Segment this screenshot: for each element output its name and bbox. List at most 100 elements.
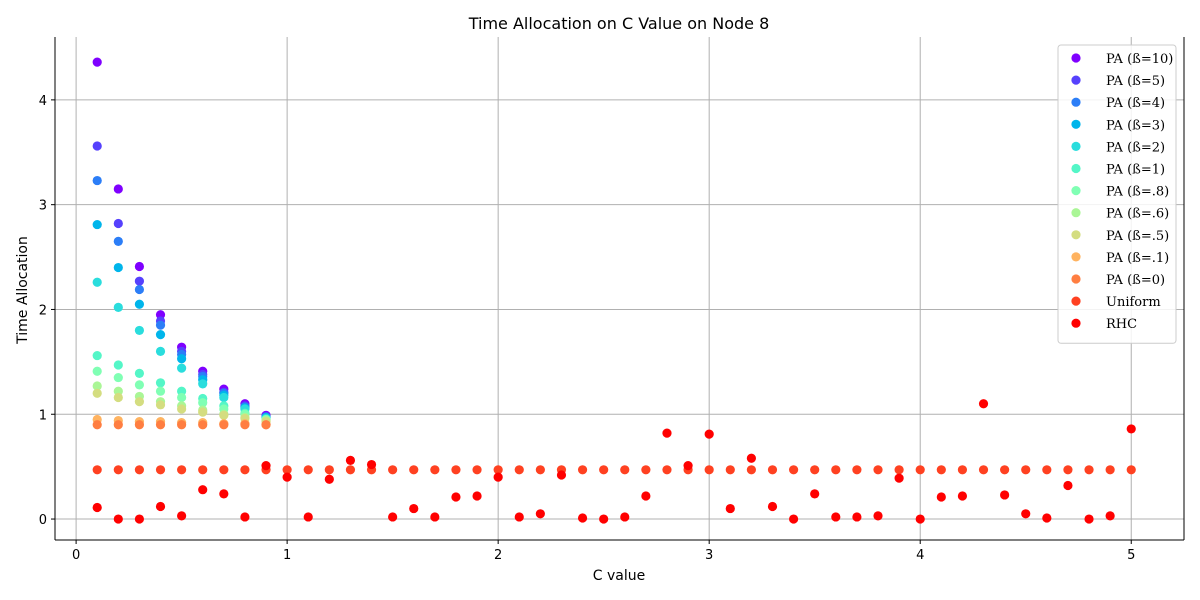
data-point xyxy=(514,512,524,522)
legend-marker xyxy=(1071,163,1081,174)
data-point xyxy=(472,465,482,475)
legend-label: PA (ß=.8) xyxy=(1106,185,1169,200)
data-point xyxy=(978,465,989,475)
legend-label: PA (ß=.6) xyxy=(1106,207,1169,222)
data-point xyxy=(177,392,187,403)
data-point xyxy=(388,465,398,475)
data-point xyxy=(641,465,651,475)
tick-labels: 0 1 2 3 4 5 0 1 2 3 4 xyxy=(39,94,1136,563)
data-point xyxy=(134,325,145,336)
data-point xyxy=(430,465,440,475)
data-point xyxy=(113,465,123,475)
data-point xyxy=(704,429,714,439)
data-point xyxy=(134,420,145,430)
y-tick-label: 2 xyxy=(39,303,47,318)
data-point xyxy=(303,465,313,475)
data-point xyxy=(324,474,334,484)
data-point xyxy=(113,420,123,430)
data-point xyxy=(113,262,123,273)
data-point xyxy=(978,399,989,409)
data-point xyxy=(134,465,145,475)
data-point xyxy=(134,284,145,295)
data-point xyxy=(219,392,229,403)
legend-box xyxy=(1057,44,1177,344)
data-point xyxy=(620,512,630,522)
data-point xyxy=(282,465,292,475)
data-point xyxy=(198,379,208,389)
data-point xyxy=(219,420,229,430)
data-point xyxy=(1063,465,1073,475)
data-point xyxy=(620,465,630,475)
data-point xyxy=(113,184,123,194)
data-point xyxy=(366,459,377,470)
data-point xyxy=(113,218,123,229)
data-point xyxy=(134,397,145,407)
x-tick-label: 0 xyxy=(72,548,80,563)
data-point xyxy=(894,473,904,483)
data-point xyxy=(177,363,187,373)
data-point xyxy=(198,465,208,475)
data-point xyxy=(409,503,419,514)
data-point xyxy=(155,378,166,388)
grid xyxy=(55,37,1184,540)
data-point xyxy=(831,512,841,522)
data-point xyxy=(113,236,123,246)
data-point xyxy=(155,400,166,410)
data-point xyxy=(388,512,398,522)
data-point xyxy=(177,404,187,414)
data-point xyxy=(788,465,799,475)
data-point xyxy=(113,514,123,524)
data-point xyxy=(1084,514,1094,524)
legend-marker xyxy=(1071,53,1081,63)
data-point xyxy=(134,514,145,524)
data-point xyxy=(155,346,166,356)
data-point xyxy=(92,350,102,361)
data-point xyxy=(430,512,440,522)
data-point xyxy=(113,360,123,370)
data-point xyxy=(852,465,862,475)
data-point xyxy=(873,465,883,475)
data-point xyxy=(92,420,102,430)
legend: PA (ß=10) PA (ß=5) PA (ß=4) PA (ß=3) PA (ß=2… xyxy=(1057,44,1177,344)
data-point xyxy=(155,386,166,396)
data-point xyxy=(493,472,503,482)
data-point xyxy=(662,465,672,475)
data-point xyxy=(873,511,883,521)
data-point xyxy=(599,465,609,475)
data-point xyxy=(198,398,208,408)
data-points xyxy=(92,57,1136,524)
data-point xyxy=(725,503,735,514)
legend-label: PA (ß=2) xyxy=(1106,140,1165,155)
x-tick-label: 1 xyxy=(283,548,291,563)
data-point xyxy=(1063,480,1073,491)
data-point xyxy=(92,502,102,513)
legend-label: PA (ß=3) xyxy=(1106,118,1165,133)
x-tick-label: 4 xyxy=(916,548,924,563)
legend-marker xyxy=(1071,141,1081,151)
data-point xyxy=(134,368,145,378)
data-point xyxy=(92,277,102,287)
data-point xyxy=(155,310,166,320)
legend-label: PA (ß=0) xyxy=(1106,273,1165,288)
data-point xyxy=(177,511,187,521)
data-point xyxy=(810,465,820,475)
data-point xyxy=(240,465,250,475)
data-point xyxy=(599,514,609,524)
legend-label: PA (ß=.1) xyxy=(1106,251,1169,266)
data-point xyxy=(852,512,862,522)
data-point xyxy=(1042,465,1052,475)
data-point xyxy=(177,465,187,475)
legend-marker xyxy=(1071,230,1081,240)
data-point xyxy=(788,514,799,524)
data-point xyxy=(894,465,904,475)
data-point xyxy=(113,392,123,403)
data-point xyxy=(198,420,208,430)
data-point xyxy=(409,465,419,475)
legend-label: PA (ß=.5) xyxy=(1106,229,1169,244)
data-point xyxy=(493,465,503,475)
data-point xyxy=(134,276,145,286)
data-point xyxy=(704,465,714,475)
data-point xyxy=(1021,509,1031,519)
data-point xyxy=(134,299,145,309)
data-point xyxy=(92,175,102,186)
